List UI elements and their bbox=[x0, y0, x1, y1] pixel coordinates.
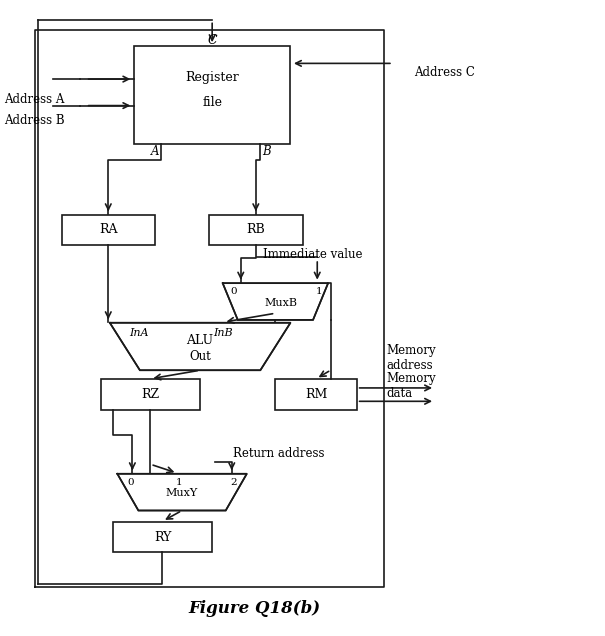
Text: Address C: Address C bbox=[414, 66, 475, 79]
Text: RM: RM bbox=[305, 388, 327, 401]
Text: C: C bbox=[208, 34, 217, 47]
Text: 2: 2 bbox=[231, 478, 237, 487]
Polygon shape bbox=[223, 283, 328, 320]
Text: Register: Register bbox=[185, 71, 239, 83]
Text: Memory
address: Memory address bbox=[387, 344, 436, 372]
Text: Address A: Address A bbox=[4, 93, 65, 106]
FancyBboxPatch shape bbox=[62, 215, 155, 245]
Text: A: A bbox=[151, 145, 159, 158]
FancyBboxPatch shape bbox=[101, 380, 200, 410]
Text: B: B bbox=[262, 145, 270, 158]
Text: RY: RY bbox=[154, 530, 171, 544]
Text: RZ: RZ bbox=[142, 388, 160, 401]
Polygon shape bbox=[117, 474, 247, 511]
Text: file: file bbox=[202, 96, 222, 109]
Text: Figure Q18(b): Figure Q18(b) bbox=[188, 600, 321, 616]
Text: Out: Out bbox=[189, 350, 211, 363]
Text: 0: 0 bbox=[127, 478, 134, 487]
Text: RB: RB bbox=[246, 223, 265, 237]
Text: MuxB: MuxB bbox=[265, 298, 298, 308]
FancyBboxPatch shape bbox=[113, 522, 212, 552]
Text: InA: InA bbox=[129, 328, 148, 338]
Text: Return address: Return address bbox=[234, 447, 325, 460]
FancyBboxPatch shape bbox=[209, 215, 302, 245]
Text: Immediate value: Immediate value bbox=[263, 248, 363, 261]
Text: Address B: Address B bbox=[4, 114, 65, 127]
Text: 1: 1 bbox=[316, 287, 322, 296]
Polygon shape bbox=[110, 322, 290, 370]
Text: MuxY: MuxY bbox=[166, 488, 198, 499]
Text: RA: RA bbox=[99, 223, 117, 237]
Text: ALU: ALU bbox=[186, 334, 214, 347]
FancyBboxPatch shape bbox=[134, 46, 290, 144]
Text: 0: 0 bbox=[231, 287, 237, 296]
Text: InB: InB bbox=[213, 328, 233, 338]
Text: Memory
data: Memory data bbox=[387, 372, 436, 400]
FancyBboxPatch shape bbox=[275, 380, 357, 410]
Text: 1: 1 bbox=[175, 478, 182, 487]
